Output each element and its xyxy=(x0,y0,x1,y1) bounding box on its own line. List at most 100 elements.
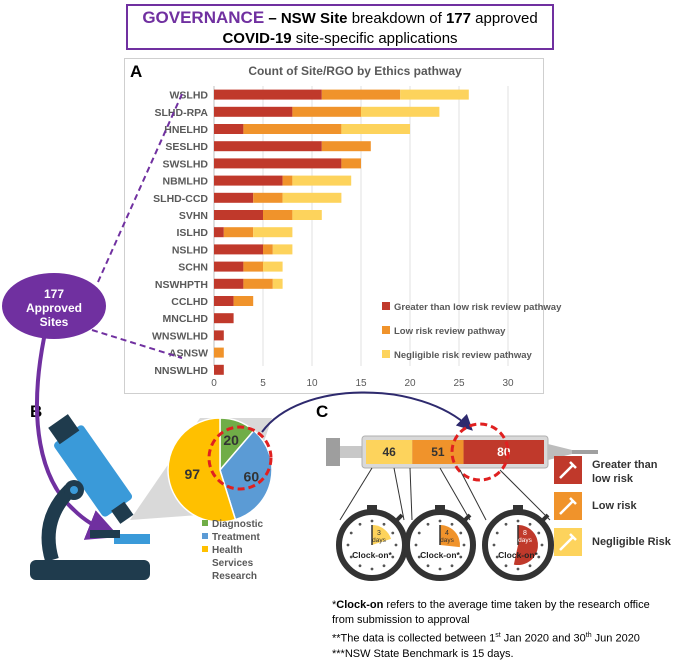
pie-legend-swatch xyxy=(202,546,208,552)
chart-a-category-labels: WSLHD SLHD-RPA HNELHD SESLHD SWSLHD NBMLHD SLH… xyxy=(152,90,208,377)
clock2-connector-right xyxy=(439,467,471,521)
bar-segment xyxy=(214,330,224,341)
bar-segment xyxy=(214,175,283,186)
footnote-2: from submission to approval xyxy=(332,614,470,626)
pie-highlight-circle xyxy=(207,425,273,491)
clock1-connector-right xyxy=(393,467,405,521)
bar-segment xyxy=(223,227,254,238)
bar-segment xyxy=(243,261,263,272)
legend-label: Low risk review pathway xyxy=(394,326,506,337)
bar-segment xyxy=(214,347,224,358)
pie-legend-label: Health xyxy=(212,545,243,556)
banner-text-3: Site xyxy=(320,10,348,27)
bar-segment xyxy=(214,210,263,220)
footnote-1-term: Clock-on xyxy=(336,599,384,611)
bar-segment xyxy=(214,124,244,134)
category-label: ASNSW xyxy=(169,348,208,360)
bar-segment xyxy=(214,313,234,324)
stopwatch-days-value: 4 xyxy=(445,530,449,537)
stopwatch-tick xyxy=(426,522,430,526)
footnote-3-c: Jan 2020 and 30 xyxy=(500,632,586,645)
dashed-connector-top xyxy=(97,93,183,283)
stopwatch-tick xyxy=(516,567,520,571)
syringe-mini-icon xyxy=(559,533,577,551)
bar-segment xyxy=(341,158,361,169)
bar-segment xyxy=(321,89,401,100)
syringe-segments: 46 51 80 xyxy=(366,440,544,464)
banner-text-5: 177 xyxy=(445,10,471,27)
banner-text-2: – NSW xyxy=(264,10,321,27)
stopwatch-tick xyxy=(450,522,454,526)
stopwatch-tick xyxy=(358,564,362,568)
stopwatch-tick xyxy=(540,543,544,547)
stopwatch-tick xyxy=(370,567,374,571)
microscope-icon xyxy=(30,414,150,580)
stopwatch-crown xyxy=(435,505,445,511)
stopwatch-tick xyxy=(528,564,532,568)
category-label: ISLHD xyxy=(177,227,209,239)
footnote-3-e: Jun 2020 xyxy=(591,632,640,645)
stopwatch-crown xyxy=(367,505,377,511)
bar-segment xyxy=(292,175,352,186)
pie-legend-swatch xyxy=(202,533,208,539)
stopwatch-tick xyxy=(394,543,398,547)
legend-label: Negligible risk review pathway xyxy=(394,350,533,361)
bar-segment xyxy=(243,124,342,134)
risk-legend-label: low risk xyxy=(592,473,634,485)
stopwatch-tick xyxy=(438,519,442,523)
bar-segment xyxy=(282,175,293,186)
stopwatch-tick xyxy=(495,531,499,535)
legend-swatch xyxy=(382,326,390,334)
bar-segment xyxy=(243,278,273,289)
bar-segment xyxy=(282,192,342,203)
title-banner: GOVERNANCE – NSW Site breakdown of 177 a… xyxy=(126,4,554,50)
footnote-4: ***NSW State Benchmark is 15 days. xyxy=(332,647,514,660)
banner-text-4: breakdown of xyxy=(347,10,446,27)
pie-slice xyxy=(219,429,273,521)
pie-value-label: 20 xyxy=(223,432,239,448)
category-label: SESLHD xyxy=(165,141,208,153)
stopwatch-wedge xyxy=(372,525,392,545)
banner-text-7: COVID-19 xyxy=(222,30,292,47)
stopwatch-tick xyxy=(462,543,466,547)
stopwatch-tick xyxy=(382,522,386,526)
stopwatch-tick xyxy=(537,555,541,559)
stopwatch-tick xyxy=(370,519,374,523)
stopwatch-tick xyxy=(459,555,463,559)
bar-segment xyxy=(321,141,371,152)
stopwatch-days-unit: days xyxy=(518,537,532,544)
pie-legend-label: Treatment xyxy=(212,532,260,543)
category-label: NNSWLHD xyxy=(154,365,208,377)
syringe-mini-icon xyxy=(559,497,577,515)
stopwatch-days-value: 3 xyxy=(377,530,381,537)
dashed-connector-bottom xyxy=(91,329,183,359)
pie-value-label: 60 xyxy=(244,468,260,484)
footnote-1-text: refers to the average time taken by the … xyxy=(383,599,650,611)
bar-segment xyxy=(214,296,234,306)
bar-segment xyxy=(253,192,283,203)
stopwatch-tick xyxy=(417,531,421,535)
bar-segment xyxy=(214,89,322,100)
legend-label: Greater than low risk review pathway xyxy=(394,302,562,313)
category-label: CCLHD xyxy=(171,296,208,308)
stopwatch-tick xyxy=(492,543,496,547)
stopwatch-tick xyxy=(358,522,362,526)
stopwatch-days-value: 8 xyxy=(523,530,527,537)
bar-segment xyxy=(233,296,254,306)
bar-segment xyxy=(361,106,440,117)
stopwatch-tick xyxy=(349,555,353,559)
bar-segment xyxy=(400,89,469,100)
x-tick-label: 20 xyxy=(404,378,416,389)
category-label: SCHN xyxy=(178,262,208,274)
clock1-connector-left xyxy=(339,467,373,521)
bar-segment xyxy=(263,210,293,220)
bar-segment xyxy=(214,244,263,255)
syringe-segment xyxy=(463,440,544,464)
footnotes: *Clock-on refers to the average time tak… xyxy=(332,598,672,662)
footnote-3-a: **The data is collected between 1 xyxy=(332,632,496,645)
bar-segment xyxy=(214,158,342,169)
stopwatch-tick xyxy=(459,531,463,535)
chart-a-legend: Greater than low risk review pathway Low … xyxy=(382,302,562,361)
pie-legend-label: Diagnostic xyxy=(212,519,264,530)
